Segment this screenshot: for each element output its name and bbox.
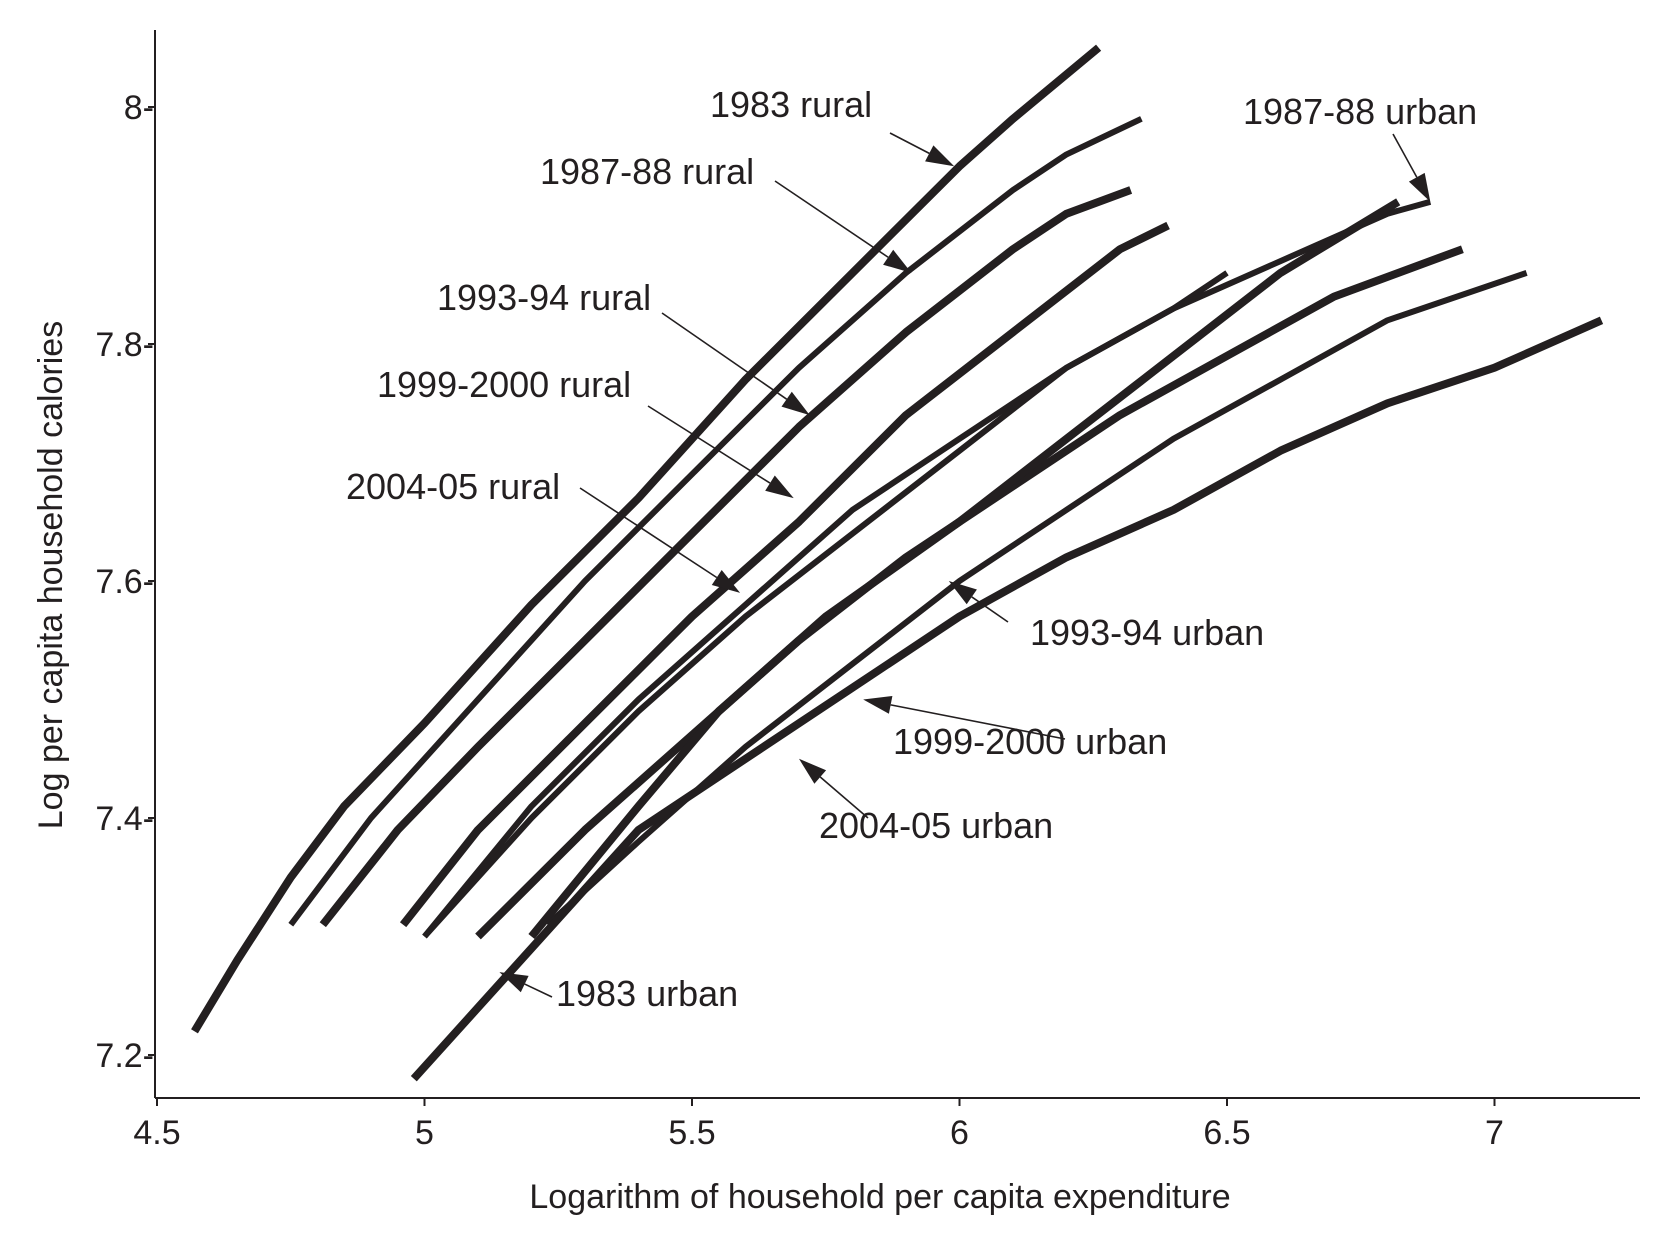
annotation-label: 1993-94 urban xyxy=(1030,612,1264,653)
arrow-icon xyxy=(499,972,529,993)
annotation-leader-line xyxy=(890,704,1066,740)
x-tick-label: 5.5 xyxy=(668,1114,715,1152)
annotation-1993-94-rural: 1993-94 rural xyxy=(437,277,810,416)
arrow-icon xyxy=(765,475,794,499)
x-tick-label: 6.5 xyxy=(1203,1114,1250,1152)
annotation-1983-rural: 1983 rural xyxy=(710,84,955,167)
annotation-label: 1987-88 rural xyxy=(540,151,754,192)
arrow-icon xyxy=(925,145,955,167)
series-line-1987-88-urban xyxy=(422,198,1432,939)
x-tick-label: 4.5 xyxy=(133,1114,180,1152)
x-axis-title: Logarithm of household per capita expend… xyxy=(529,1178,1230,1216)
annotation-label: 2004-05 urban xyxy=(819,805,1053,846)
series-line-1983-urban xyxy=(410,316,1604,1082)
arrow-icon xyxy=(863,696,893,714)
annotation-2004-05-rural: 2004-05 rural xyxy=(346,466,741,593)
annotation-1987-88-rural: 1987-88 rural xyxy=(540,151,912,273)
annotation-1987-88-urban: 1987-88 urban xyxy=(1243,91,1477,202)
arrow-icon xyxy=(799,758,827,784)
annotation-2004-05-urban: 2004-05 urban xyxy=(799,758,1053,846)
annotation-label: 1999-2000 rural xyxy=(377,364,631,405)
annotation-leader-line xyxy=(889,132,930,155)
annotation-label: 1983 rural xyxy=(710,84,872,125)
annotation-leader-line xyxy=(774,180,889,258)
annotation-label: 1993-94 rural xyxy=(437,277,651,318)
annotation-label: 1987-88 urban xyxy=(1243,91,1477,132)
arrow-icon xyxy=(1408,172,1431,202)
annotation-label: 1999-2000 urban xyxy=(893,721,1167,762)
annotation-1983-urban: 1983 urban xyxy=(499,972,738,1014)
series-line-1999-2000-rural xyxy=(399,221,1170,928)
annotation-leader-line xyxy=(1392,133,1418,178)
series-line-1983-rural xyxy=(191,44,1102,1034)
plot-area: 4.5 5 5.5 6 6.5 7 7.2- 7.4- 7.6- 7.8- 8- 1983 rura… xyxy=(95,30,1640,1152)
series-line-1999-2000-urban xyxy=(528,198,1401,940)
arrow-icon xyxy=(883,249,912,273)
arrow-icon xyxy=(711,570,741,593)
annotation-leader-line xyxy=(647,405,771,484)
annotation-leader-line xyxy=(579,487,718,579)
annotation-leader-line xyxy=(971,596,1009,623)
annotation-leader-line xyxy=(661,312,788,400)
arrow-icon xyxy=(781,391,810,416)
annotation-layer: 1983 rural 1987-88 rural 1993-94 rural 1999… xyxy=(346,84,1477,1014)
annotation-1999-2000-urban: 1999-2000 urban xyxy=(863,696,1167,762)
annotation-label: 2004-05 rural xyxy=(346,466,560,507)
y-tick-label: 8- xyxy=(124,89,154,127)
y-axis-title: Log per capita household calories xyxy=(32,321,70,829)
annotation-leader-line xyxy=(819,776,869,819)
annotation-label: 1983 urban xyxy=(556,973,738,1014)
series-layer xyxy=(191,44,1604,1082)
annotation-1993-94-urban: 1993-94 urban xyxy=(948,581,1264,653)
x-tick-label: 5 xyxy=(415,1114,434,1152)
y-tick-label: 7.6- xyxy=(95,563,154,601)
x-tick-label: 6 xyxy=(950,1114,969,1152)
y-tick-label: 7.4- xyxy=(95,800,154,838)
ticks-layer: 4.5 5 5.5 6 6.5 7 7.2- 7.4- 7.6- 7.8- 8- xyxy=(95,89,1504,1152)
annotation-leader-line xyxy=(524,983,553,998)
y-tick-label: 7.8- xyxy=(95,326,154,364)
y-tick-label: 7.2- xyxy=(95,1037,154,1075)
series-line-1987-88-rural xyxy=(288,116,1143,927)
annotation-1999-2000-rural: 1999-2000 rural xyxy=(377,364,794,499)
x-tick-label: 7 xyxy=(1485,1114,1504,1152)
series-line-1993-94-rural xyxy=(319,186,1133,928)
arrow-icon xyxy=(948,581,977,605)
